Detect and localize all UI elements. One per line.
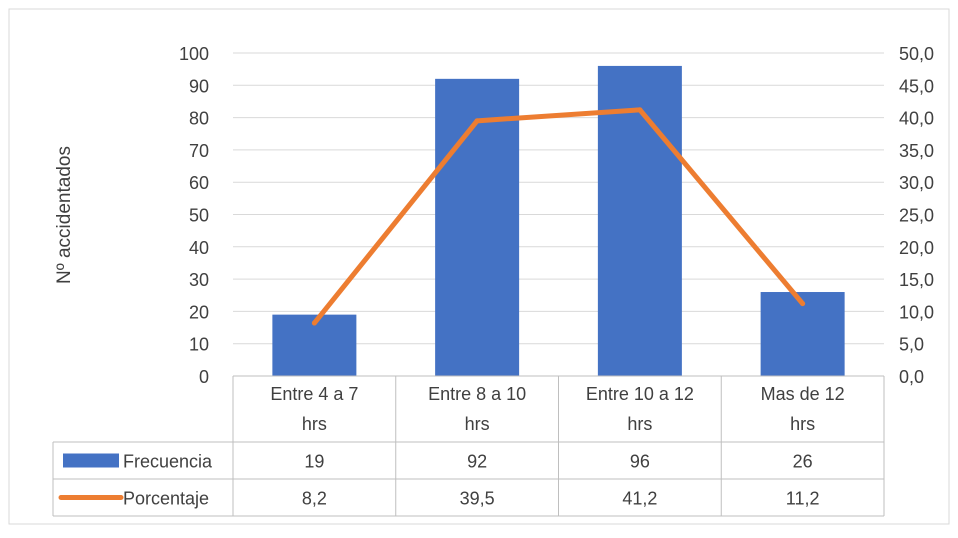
y2-tick-label: 45,0 <box>899 76 934 96</box>
y2-tick-label: 15,0 <box>899 270 934 290</box>
y-tick-label: 90 <box>189 76 209 96</box>
y-tick-label: 60 <box>189 173 209 193</box>
y2-tick-label: 10,0 <box>899 302 934 322</box>
point-porcentaje <box>637 107 643 113</box>
x-tick-label: hrs <box>465 414 490 434</box>
x-tick-label: Entre 4 a 7 <box>270 384 358 404</box>
legend-label: Frecuencia <box>123 452 213 472</box>
line-segment-porcentaje <box>637 107 806 307</box>
y2-tick-label: 35,0 <box>899 141 934 161</box>
x-tick-label: Entre 8 a 10 <box>428 384 526 404</box>
x-tick-label: hrs <box>302 414 327 434</box>
data-table-value: 19 <box>304 452 324 472</box>
x-tick-label: Entre 10 a 12 <box>586 384 694 404</box>
x-tick-label: hrs <box>627 414 652 434</box>
point-porcentaje <box>311 320 317 326</box>
data-table-value: 11,2 <box>786 489 820 509</box>
legend-label: Porcentaje <box>123 489 209 509</box>
data-table-value: 41,2 <box>622 489 657 509</box>
y2-tick-label: 5,0 <box>899 335 924 355</box>
line-segment-porcentaje <box>474 107 643 124</box>
y-axis-title: Nº accidentados <box>54 146 75 284</box>
y-tick-label: 10 <box>189 335 209 355</box>
line-series <box>311 107 806 326</box>
left-axis-ticks: 0 10 20 30 40 50 60 70 80 90 100 <box>179 44 209 387</box>
y-tick-label: 30 <box>189 270 209 290</box>
line-segment-porcentaje <box>311 118 480 326</box>
data-table-value: 26 <box>793 452 813 472</box>
right-axis-ticks: 0,0 5,0 10,0 15,0 20,0 25,0 30,0 35,0 40,0 45,0 50… <box>899 44 934 387</box>
legend-swatch-frecuencia <box>63 453 119 468</box>
y2-tick-label: 20,0 <box>899 238 934 258</box>
data-table: Entre 4 a 7 hrs Entre 8 a 10 hrs Entre 10 a … <box>52 375 885 517</box>
y-tick-label: 20 <box>189 302 209 322</box>
y2-tick-label: 25,0 <box>899 206 934 226</box>
bar-series <box>272 65 845 377</box>
x-tick-label: hrs <box>790 414 815 434</box>
y2-tick-label: 50,0 <box>899 44 934 64</box>
y2-tick-label: 40,0 <box>899 109 934 129</box>
y-tick-label: 70 <box>189 141 209 161</box>
bar-frecuencia <box>597 65 682 377</box>
y-tick-label: 80 <box>189 109 209 129</box>
data-table-value: 96 <box>630 452 650 472</box>
y-tick-label: 50 <box>189 206 209 226</box>
chart-frame <box>8 8 950 525</box>
y-tick-label: 0 <box>199 367 209 387</box>
bar-frecuencia <box>435 78 520 376</box>
point-porcentaje <box>474 118 480 124</box>
point-porcentaje <box>800 301 806 307</box>
y-tick-label: 40 <box>189 238 209 258</box>
x-tick-label: Mas de 12 <box>761 384 845 404</box>
data-table-value: 39,5 <box>460 489 495 509</box>
y2-tick-label: 0,0 <box>899 367 924 387</box>
data-table-value: 92 <box>467 452 487 472</box>
data-table-value: 8,2 <box>302 489 327 509</box>
y-tick-label: 100 <box>179 44 209 64</box>
y2-tick-label: 30,0 <box>899 173 934 193</box>
